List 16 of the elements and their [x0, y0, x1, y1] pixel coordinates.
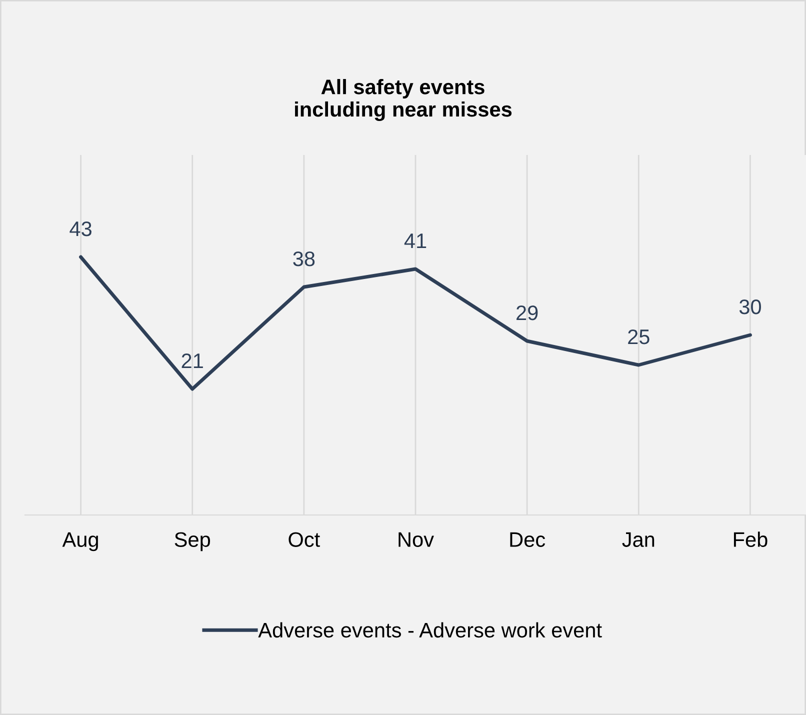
data-label: 29 [516, 305, 538, 320]
legend-label: Adverse events - Adverse work event [258, 622, 602, 638]
x-tick-label: Dec [510, 532, 546, 547]
data-label: 30 [739, 299, 761, 314]
x-tick-label: Nov [398, 532, 434, 547]
data-label: 25 [628, 329, 650, 344]
x-tick-label: Aug [62, 532, 98, 552]
x-tick-label: Jan [622, 532, 654, 547]
chart-title: All safety events including near misses [295, 79, 512, 121]
data-label: 21 [182, 353, 203, 368]
x-tick-label: Feb [734, 532, 768, 547]
data-label: 38 [293, 251, 315, 266]
data-label: 43 [70, 221, 92, 236]
x-tick-label: Sep [174, 532, 210, 552]
x-tick-label: Oct [288, 532, 320, 547]
data-label: 41 [404, 234, 426, 248]
